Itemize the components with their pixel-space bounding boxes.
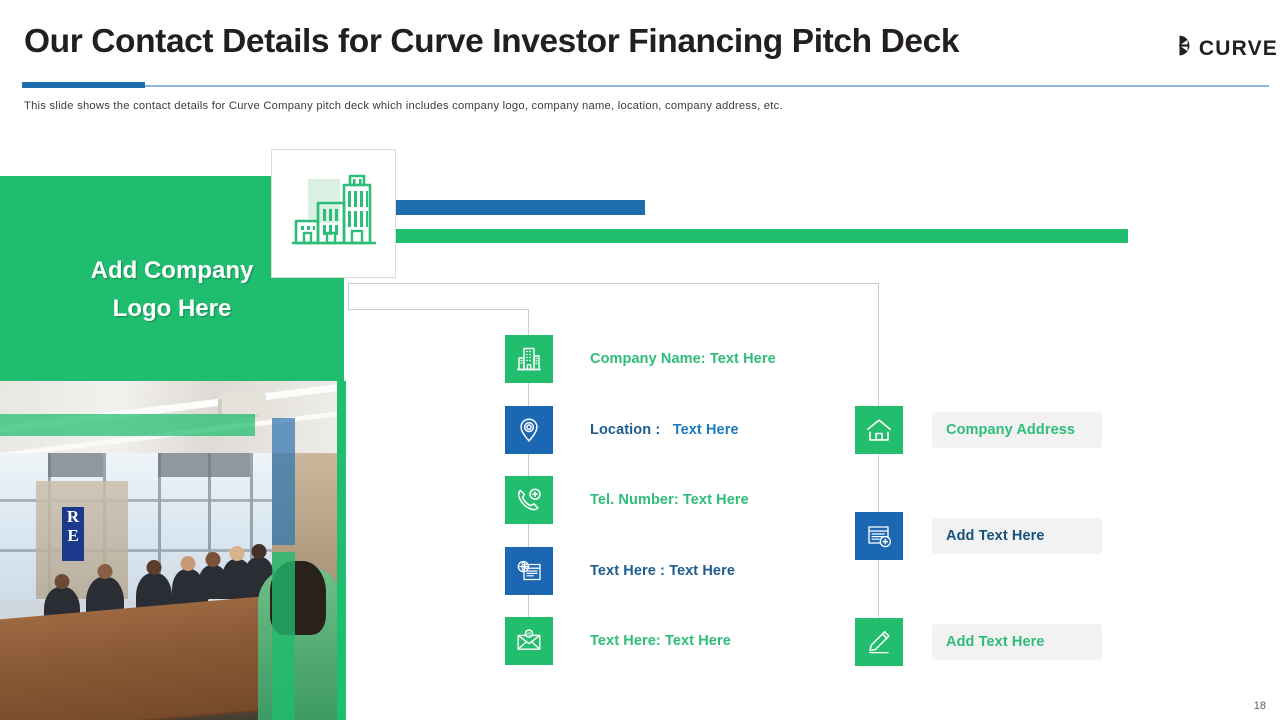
company-building-card xyxy=(271,149,396,278)
page-title: Our Contact Details for Curve Investor F… xyxy=(24,23,960,60)
photo-overlay-bar-blue xyxy=(272,418,295,545)
logo-placeholder-line-1: Add Company xyxy=(90,257,254,284)
location-pin-icon xyxy=(505,406,553,454)
contact-row-add-text-2[interactable]: Add Text Here xyxy=(855,618,1102,666)
contact-label: Add Text Here xyxy=(946,634,1045,650)
contact-label: Company Name: Text Here xyxy=(590,351,776,367)
logo-placeholder-text: Add Company Logo Here xyxy=(0,252,344,328)
connector-line-top xyxy=(348,283,879,284)
contact-label-box: Add Text Here xyxy=(932,518,1102,554)
slide-subtitle: This slide shows the contact details for… xyxy=(24,100,783,112)
photo-overlay-bar-green-2 xyxy=(272,552,295,720)
contact-row-website[interactable]: Text Here : Text Here xyxy=(505,547,735,595)
brand-wordmark: CURVE xyxy=(1198,36,1278,60)
svg-text:@: @ xyxy=(526,632,532,638)
contact-label-prefix: Location : xyxy=(590,422,661,438)
contact-label: Text Here : Text Here xyxy=(590,563,736,579)
photo-overlay-bar-green xyxy=(0,414,255,436)
decor-bar-green xyxy=(395,229,1128,243)
office-building-icon xyxy=(505,335,553,383)
connector-line-left xyxy=(348,283,349,310)
photo-person-foreground xyxy=(258,561,337,720)
pencil-edit-icon xyxy=(855,618,903,666)
home-address-icon xyxy=(855,406,903,454)
web-page-icon xyxy=(505,547,553,595)
contact-row-location[interactable]: Location : Text Here xyxy=(505,406,739,454)
brand-logo: CURVE xyxy=(1167,33,1278,63)
curve-c-logo-icon xyxy=(1167,33,1192,63)
contact-row-add-text-1[interactable]: Add Text Here xyxy=(855,512,1102,560)
page-number: 18 xyxy=(1253,700,1266,712)
slide-header: Our Contact Details for Curve Investor F… xyxy=(0,0,1280,92)
contact-row-company-name[interactable]: Company Name: Text Here xyxy=(505,335,776,383)
connector-line-mid-branch xyxy=(348,309,529,310)
connector-line-right-column xyxy=(878,283,879,659)
contact-label-box: Company Address xyxy=(932,412,1102,448)
email-envelope-icon: @ xyxy=(505,617,553,665)
contact-row-company-address[interactable]: Company Address xyxy=(855,406,1102,454)
header-rule-accent xyxy=(22,82,145,88)
office-buildings-icon xyxy=(288,171,380,256)
phone-add-icon xyxy=(505,476,553,524)
photo-edge-accent xyxy=(337,381,346,720)
contact-label: Tel. Number: Text Here xyxy=(590,492,749,508)
contact-row-email[interactable]: @ Text Here: Text Here xyxy=(505,617,731,665)
contact-label-value: Text Here xyxy=(672,422,739,438)
contact-label: Text Here: Text Here xyxy=(590,633,731,649)
contact-label-box: Add Text Here xyxy=(932,624,1102,660)
contact-label: Add Text Here xyxy=(946,528,1045,544)
photo-projector xyxy=(222,393,266,415)
contact-row-telephone[interactable]: Tel. Number: Text Here xyxy=(505,476,749,524)
contact-label: Location : Text Here xyxy=(590,422,739,438)
decor-bar-blue xyxy=(395,200,645,215)
header-rule xyxy=(22,85,1269,87)
contact-label: Company Address xyxy=(946,422,1076,438)
document-add-icon xyxy=(855,512,903,560)
logo-placeholder-line-2: Logo Here xyxy=(112,295,232,322)
